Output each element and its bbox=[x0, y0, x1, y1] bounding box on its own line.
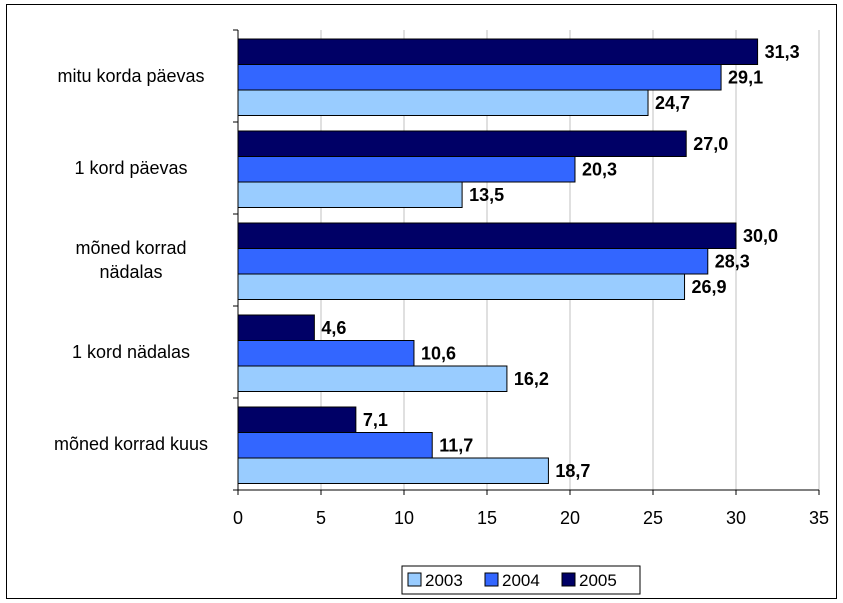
bar-2003-4 bbox=[237, 457, 549, 484]
x-tick-label: 20 bbox=[560, 508, 580, 528]
bar-2004-4 bbox=[237, 432, 433, 459]
category-label: mõned korrad kuus bbox=[54, 434, 208, 454]
x-tick-label: 5 bbox=[316, 508, 326, 528]
legend-swatch-2004 bbox=[484, 572, 499, 587]
bar-2003-3 bbox=[237, 365, 508, 392]
bar-2005-3 bbox=[237, 314, 315, 341]
data-label: 13,5 bbox=[469, 185, 504, 205]
data-label: 16,2 bbox=[514, 369, 549, 389]
data-label: 29,1 bbox=[728, 67, 763, 87]
category-label: 1 kord päevas bbox=[74, 158, 187, 178]
category-label: mitu korda päevas bbox=[57, 66, 204, 86]
bar-2004-1 bbox=[237, 156, 576, 183]
bar-2004-0 bbox=[237, 64, 722, 91]
bar-2005-1 bbox=[237, 130, 687, 157]
bar-2003-0 bbox=[237, 89, 649, 116]
data-label: 7,1 bbox=[363, 410, 388, 430]
data-label: 27,0 bbox=[693, 134, 728, 154]
x-tick-label: 15 bbox=[477, 508, 497, 528]
bar-2005-0 bbox=[237, 38, 759, 65]
bar-2005-4 bbox=[237, 406, 357, 433]
legend-label-2004: 2004 bbox=[502, 571, 540, 590]
bar-2003-1 bbox=[237, 181, 463, 208]
data-label: 4,6 bbox=[321, 318, 346, 338]
legend-label-2003: 2003 bbox=[425, 571, 463, 590]
data-label: 30,0 bbox=[743, 226, 778, 246]
x-tick-label: 30 bbox=[726, 508, 746, 528]
data-label: 11,7 bbox=[439, 435, 473, 455]
data-label: 28,3 bbox=[715, 251, 750, 271]
bar-2003-2 bbox=[237, 273, 686, 300]
data-label: 10,6 bbox=[421, 343, 456, 363]
legend-swatch-2005 bbox=[561, 572, 576, 587]
x-tick-label: 10 bbox=[394, 508, 414, 528]
legend-box bbox=[401, 565, 641, 595]
bar-2004-3 bbox=[237, 340, 415, 367]
x-tick-label: 0 bbox=[233, 508, 243, 528]
category-label: mõned korrad nädalas bbox=[75, 238, 186, 282]
legend-label-2005: 2005 bbox=[579, 571, 617, 590]
data-label: 31,3 bbox=[765, 42, 800, 62]
data-label: 24,7 bbox=[655, 93, 690, 113]
bar-2004-2 bbox=[237, 248, 709, 275]
category-label: 1 kord nädalas bbox=[72, 342, 190, 362]
data-label: 18,7 bbox=[555, 461, 590, 481]
data-label: 26,9 bbox=[692, 277, 727, 297]
x-tick-label: 35 bbox=[809, 508, 829, 528]
legend-swatch-2003 bbox=[407, 572, 422, 587]
bar-2005-2 bbox=[237, 222, 737, 249]
data-label: 20,3 bbox=[582, 159, 617, 179]
x-tick-label: 25 bbox=[643, 508, 663, 528]
legend: 2003 2004 2005 bbox=[401, 565, 641, 595]
